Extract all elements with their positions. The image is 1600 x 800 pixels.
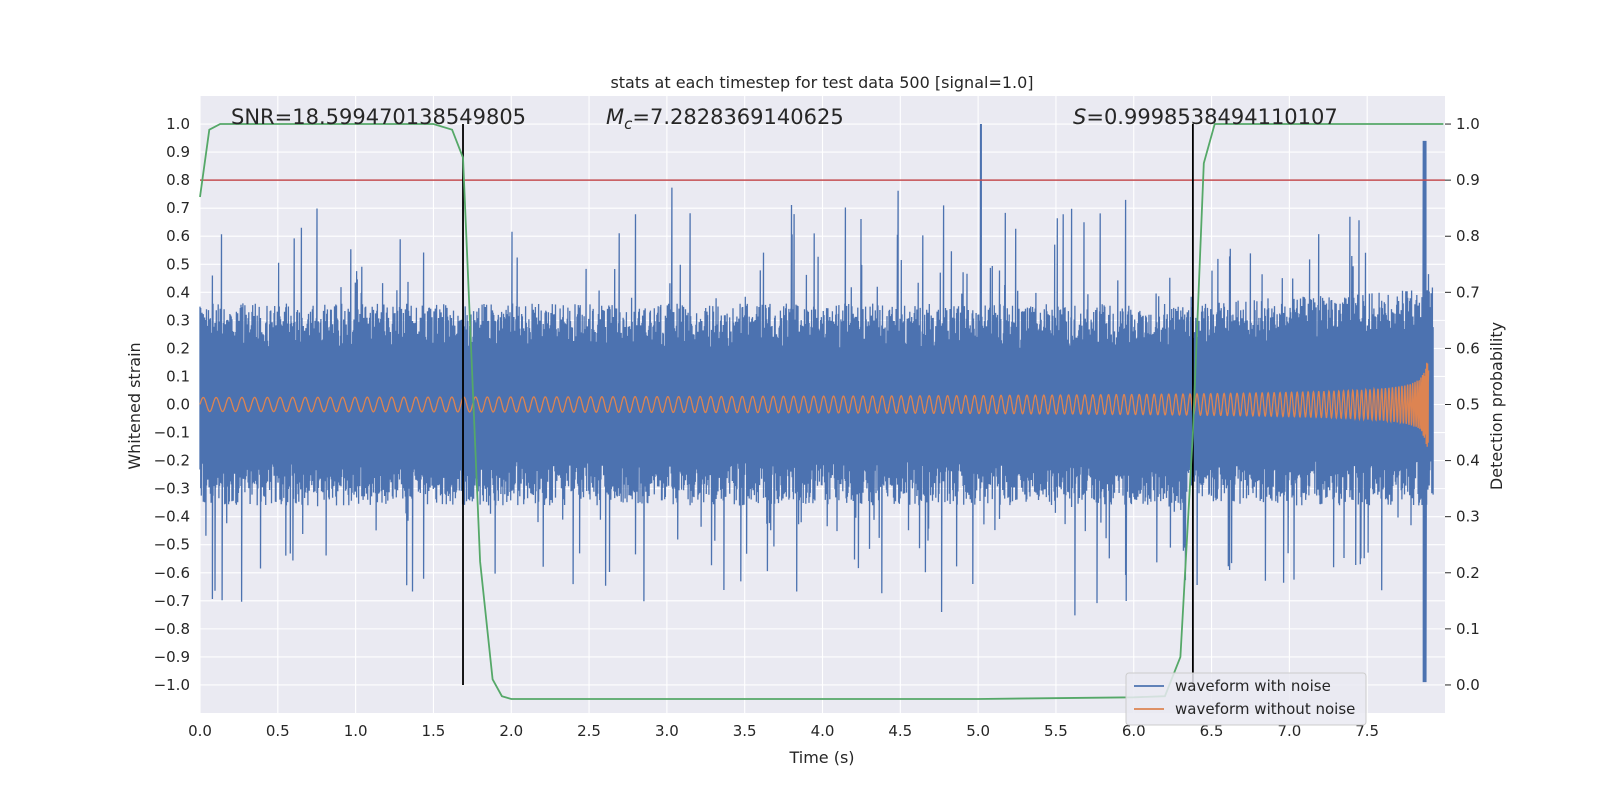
snr-annotation: SNR=18.599470138549805	[231, 105, 526, 129]
y-left-tick-label: −0.9	[154, 648, 190, 666]
y-left-tick-label: 0.5	[166, 255, 190, 273]
x-tick-label: 7.5	[1355, 722, 1379, 740]
series-waveform-with-noise	[199, 123, 1434, 683]
y-right-tick-label: 1.0	[1456, 115, 1480, 133]
chirp-mass-symbol: M	[606, 105, 624, 129]
x-tick-label: 3.0	[655, 722, 679, 740]
y-left-tick-label: −0.5	[154, 536, 190, 554]
y-left-tick-label: 0.2	[166, 339, 190, 357]
clean-waveform-line	[199, 362, 1430, 447]
x-tick-label: 6.0	[1122, 722, 1146, 740]
x-tick-label: 3.5	[733, 722, 757, 740]
y-right-axis-label: Detection probability	[1487, 322, 1506, 490]
y-left-tick-label: 0.3	[166, 311, 190, 329]
legend: waveform with noise waveform without noi…	[1125, 672, 1367, 726]
y-left-tick-label: 1.0	[166, 115, 190, 133]
chirp-mass-subscript: c	[624, 115, 633, 133]
detection-probability-line	[199, 123, 1444, 700]
y-right-tick-label: 0.1	[1456, 620, 1480, 638]
x-tick-label: 4.5	[888, 722, 912, 740]
y-left-axis-ticks: 1.0 0.9 0.8 0.7 0.6 0.5 0.4 0.3 0.2 0.1 0.0 −0.1 −0.…	[154, 115, 190, 694]
score-symbol: S	[1073, 105, 1086, 129]
y-right-tick-label: 0.2	[1456, 564, 1480, 582]
y-right-tick-label: 0.4	[1456, 452, 1480, 470]
chart-title: stats at each timestep for test data 500…	[610, 73, 1033, 92]
score-value: =0.9998538494110107	[1086, 105, 1337, 129]
y-left-tick-label: −0.4	[154, 508, 190, 526]
y-left-tick-label: −0.7	[154, 592, 190, 610]
y-right-tick-label: 0.5	[1456, 396, 1480, 414]
y-left-axis-label: Whitened strain	[125, 342, 144, 469]
y-left-tick-label: −0.8	[154, 620, 190, 638]
y-left-tick-label: −0.6	[154, 564, 190, 582]
chirp-mass-annotation: Mc=7.2828369140625	[606, 105, 844, 133]
y-left-tick-label: 0.6	[166, 227, 190, 245]
y-right-tick-label: 0.9	[1456, 171, 1480, 189]
x-axis-label: Time (s)	[788, 748, 854, 767]
y-right-tick-label: 0.0	[1456, 676, 1480, 694]
y-right-tick-label: 0.3	[1456, 508, 1480, 526]
noise-waveform-line	[199, 123, 1434, 683]
y-left-tick-label: 0.1	[166, 367, 190, 385]
x-tick-label: 2.5	[577, 722, 601, 740]
y-right-tick-label: 0.8	[1456, 227, 1480, 245]
x-axis-ticks: 0.0 0.5 1.0 1.5 2.0 2.5 3.0 3.5 4.0 4.5 5.0 5.5 6.0 6…	[188, 722, 1379, 740]
y-left-tick-label: 0.8	[166, 171, 190, 189]
x-tick-label: 5.5	[1044, 722, 1068, 740]
x-tick-label: 5.0	[966, 722, 990, 740]
y-left-tick-label: −0.2	[154, 452, 190, 470]
y-left-tick-label: 0.7	[166, 199, 190, 217]
y-left-tick-label: 0.4	[166, 283, 190, 301]
y-right-tick-label: 0.7	[1456, 283, 1480, 301]
y-left-tick-label: −1.0	[154, 676, 190, 694]
x-tick-label: 1.5	[422, 722, 446, 740]
chirp-mass-value: =7.2828369140625	[632, 105, 843, 129]
x-tick-label: 0.5	[266, 722, 290, 740]
x-tick-label: 4.0	[811, 722, 835, 740]
y-right-tick-label: 0.6	[1456, 339, 1480, 357]
legend-label-clean: waveform without noise	[1175, 700, 1355, 718]
y-left-tick-label: 0.0	[166, 396, 190, 414]
x-tick-label: 0.0	[188, 722, 212, 740]
y-right-axis-ticks: 1.0 0.9 0.8 0.7 0.6 0.5 0.4 0.3 0.2 0.1 0.0	[1445, 115, 1480, 694]
y-left-tick-label: 0.9	[166, 143, 190, 161]
y-left-tick-label: −0.3	[154, 480, 190, 498]
x-tick-label: 6.5	[1200, 722, 1224, 740]
legend-box	[1125, 672, 1367, 726]
y-left-tick-label: −0.1	[154, 424, 190, 442]
x-tick-label: 1.0	[344, 722, 368, 740]
overlays	[199, 123, 1445, 700]
x-tick-label: 7.0	[1277, 722, 1301, 740]
legend-label-noise: waveform with noise	[1175, 677, 1331, 695]
series-waveform-without-noise	[199, 362, 1430, 447]
x-tick-label: 2.0	[499, 722, 523, 740]
score-annotation: S=0.9998538494110107	[1073, 105, 1338, 129]
